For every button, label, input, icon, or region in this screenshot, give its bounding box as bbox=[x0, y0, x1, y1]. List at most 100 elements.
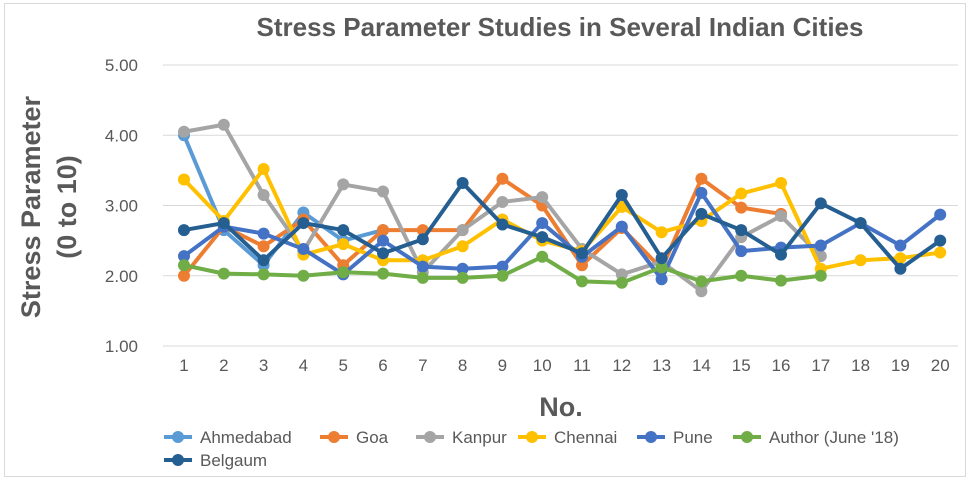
data-point bbox=[217, 267, 230, 280]
legend-item[interactable]: Pune bbox=[637, 428, 713, 447]
data-point bbox=[854, 217, 867, 230]
series-line bbox=[182, 133, 385, 268]
legend-marker bbox=[526, 431, 538, 443]
legend-marker bbox=[424, 431, 436, 443]
data-point bbox=[178, 269, 190, 282]
series-line bbox=[182, 190, 943, 282]
data-point bbox=[735, 245, 748, 258]
legend-marker bbox=[172, 431, 184, 443]
data-point bbox=[297, 269, 310, 282]
chart-title: Stress Parameter Studies in Several Indi… bbox=[257, 12, 864, 42]
data-point bbox=[814, 197, 827, 210]
data-point bbox=[257, 188, 270, 201]
data-point bbox=[456, 262, 469, 275]
data-point bbox=[416, 233, 429, 246]
data-point bbox=[178, 250, 190, 263]
y-tick-label: 1.00 bbox=[105, 337, 138, 356]
legend-item[interactable]: Author (June '18) bbox=[733, 428, 899, 447]
data-point bbox=[615, 276, 628, 289]
legend-item[interactable]: Kanpur bbox=[416, 428, 507, 447]
x-tick-label: 10 bbox=[533, 356, 552, 375]
x-axis-ticks: 1 2 3 4 5 6 7 8 9 10 11 12 13 14 15 16 17 18 19 20 bbox=[179, 356, 949, 375]
data-point bbox=[775, 248, 787, 261]
data-point bbox=[496, 269, 509, 282]
data-point bbox=[337, 178, 350, 191]
data-point bbox=[456, 177, 469, 190]
legend-label: Ahmedabad bbox=[200, 428, 292, 447]
data-point bbox=[377, 247, 389, 260]
y-axis-title-line2: (0 to 10) bbox=[52, 155, 82, 259]
data-point bbox=[894, 239, 907, 252]
y-tick-label: 5.00 bbox=[105, 56, 138, 75]
data-point bbox=[217, 118, 230, 131]
legend-marker bbox=[645, 431, 657, 443]
data-point bbox=[257, 268, 270, 281]
data-point bbox=[735, 224, 748, 237]
data-point bbox=[456, 271, 469, 284]
x-tick-label: 9 bbox=[498, 356, 507, 375]
legend-label: Pune bbox=[673, 428, 713, 447]
x-tick-label: 15 bbox=[732, 356, 751, 375]
x-tick-label: 18 bbox=[851, 356, 870, 375]
data-point bbox=[735, 187, 748, 200]
x-tick-label: 11 bbox=[573, 356, 591, 375]
legend-label: Kanpur bbox=[452, 428, 507, 447]
series-pune bbox=[178, 186, 947, 286]
data-point bbox=[894, 252, 907, 265]
data-point bbox=[695, 275, 708, 288]
data-point bbox=[217, 217, 230, 230]
legend-item[interactable]: Chennai bbox=[518, 428, 617, 447]
x-tick-label: 14 bbox=[692, 356, 711, 375]
data-point bbox=[695, 186, 708, 199]
x-tick-label: 2 bbox=[219, 356, 228, 375]
data-point bbox=[377, 267, 389, 280]
data-point bbox=[178, 224, 190, 237]
legend-item[interactable]: Ahmedabad bbox=[164, 428, 292, 447]
data-point bbox=[416, 260, 429, 273]
y-axis-ticks: 1.00 2.00 3.00 4.00 5.00 bbox=[105, 56, 138, 356]
y-tick-label: 2.00 bbox=[105, 267, 138, 286]
series-belgaum bbox=[178, 177, 947, 275]
data-point bbox=[496, 195, 509, 208]
data-point bbox=[735, 269, 748, 282]
data-point bbox=[456, 240, 469, 253]
data-point bbox=[178, 125, 190, 138]
data-point bbox=[655, 252, 668, 265]
x-tick-label: 19 bbox=[891, 356, 910, 375]
y-axis-title: Stress Parameter (0 to 10) bbox=[16, 95, 82, 318]
series-layer bbox=[178, 118, 947, 298]
data-point bbox=[337, 266, 350, 279]
data-point bbox=[695, 207, 708, 220]
data-point bbox=[536, 231, 549, 244]
data-point bbox=[496, 172, 509, 185]
x-tick-label: 7 bbox=[418, 356, 427, 375]
data-point bbox=[416, 271, 429, 284]
data-point bbox=[257, 240, 270, 253]
data-point bbox=[377, 185, 389, 198]
data-point bbox=[377, 234, 389, 247]
data-point bbox=[576, 259, 588, 272]
y-tick-label: 3.00 bbox=[105, 197, 138, 216]
legend-label: Goa bbox=[356, 428, 389, 447]
legend-item[interactable]: Goa bbox=[320, 428, 389, 447]
data-point bbox=[655, 226, 668, 239]
data-point bbox=[655, 273, 668, 286]
data-point bbox=[456, 224, 469, 237]
data-point bbox=[178, 259, 190, 272]
data-point bbox=[576, 275, 588, 288]
data-point bbox=[337, 224, 350, 237]
data-point bbox=[615, 200, 628, 213]
legend-label: Author (June '18) bbox=[769, 428, 899, 447]
x-tick-label: 6 bbox=[378, 356, 387, 375]
legend-label: Chennai bbox=[554, 428, 617, 447]
legend-item[interactable]: Belgaum bbox=[164, 451, 267, 470]
x-tick-label: 4 bbox=[299, 356, 308, 375]
data-point bbox=[257, 227, 270, 240]
x-tick-label: 3 bbox=[259, 356, 268, 375]
data-point bbox=[257, 162, 270, 175]
data-point bbox=[655, 261, 668, 274]
x-tick-label: 5 bbox=[338, 356, 347, 375]
data-point bbox=[615, 188, 628, 201]
x-tick-label: 16 bbox=[772, 356, 791, 375]
